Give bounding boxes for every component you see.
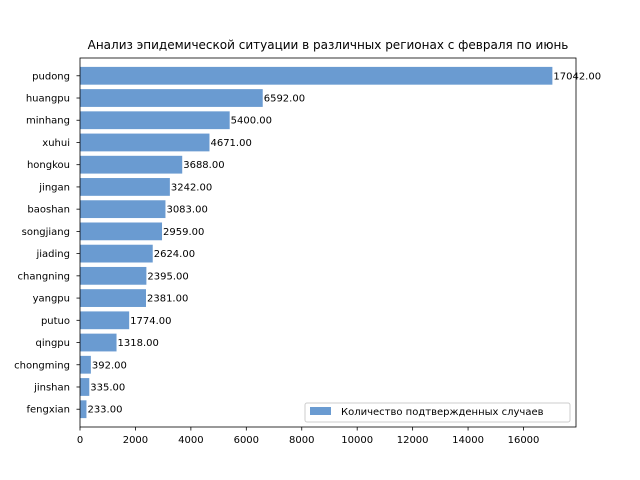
bar-changning	[80, 266, 147, 285]
x-tick-label: 2000	[123, 435, 148, 446]
bar-putuo	[80, 311, 130, 330]
plot-frame	[79, 57, 577, 428]
y-tick-label-songjiang: songjiang	[22, 227, 70, 238]
bar-value-label-yangpu: 2381.00	[147, 294, 188, 305]
y-tick-label-jiading: jiading	[36, 249, 71, 260]
y-tick-label-huangpu: huangpu	[26, 94, 70, 105]
legend-box	[304, 402, 571, 423]
bar-value-label-huangpu: 6592.00	[264, 94, 305, 105]
x-tick-label: 12000	[397, 435, 429, 446]
bar-hongkou	[80, 155, 183, 174]
bar-songjiang	[80, 222, 163, 241]
plot-area: 17042.00 pudong 6592.00 huangpu 5400.00 minha…	[14, 57, 601, 446]
y-tick-label-chongming: chongming	[14, 360, 70, 371]
bar-value-label-putuo: 1774.00	[130, 316, 171, 327]
bar-fengxian	[80, 400, 87, 419]
x-tick-label: 4000	[178, 435, 203, 446]
bar-yangpu	[80, 289, 146, 307]
y-tick-label-xuhui: xuhui	[42, 138, 70, 149]
bar-value-label-jiading: 2624.00	[154, 249, 195, 260]
legend-label: Количество подтвержденных случаев	[341, 407, 544, 418]
bar-pudong	[80, 66, 553, 85]
bar-baoshan	[80, 200, 166, 219]
y-tick-label-pudong: pudong	[32, 71, 70, 82]
bar-huangpu	[80, 89, 263, 107]
bar-value-label-jingan: 3242.00	[171, 182, 212, 193]
bar-value-label-jinshan: 335.00	[90, 382, 125, 393]
bar-value-label-xuhui: 4671.00	[210, 138, 251, 149]
y-tick-label-hongkou: hongkou	[27, 160, 70, 171]
y-tick-label-changning: changning	[18, 271, 70, 282]
x-tick-label: 6000	[234, 435, 259, 446]
bar-value-label-chongming: 392.00	[92, 360, 127, 371]
x-tick-label: 8000	[289, 435, 314, 446]
y-tick-label-putuo: putuo	[41, 316, 70, 327]
bar-jinshan	[80, 378, 90, 396]
x-tick-label: 0	[77, 435, 83, 446]
chart-title: Анализ эпидемической ситуации в различны…	[88, 38, 569, 52]
y-tick-label-yangpu: yangpu	[33, 294, 70, 305]
x-tick-label: 10000	[341, 435, 373, 446]
y-tick-label-fengxian: fengxian	[26, 405, 70, 416]
bar-value-label-qingpu: 1318.00	[118, 338, 159, 349]
y-tick-label-minhang: minhang	[26, 116, 70, 127]
y-tick-label-jinshan: jinshan	[33, 382, 70, 393]
y-tick-label-qingpu: qingpu	[36, 338, 71, 349]
bar-qingpu	[80, 333, 117, 352]
y-tick-label-baoshan: baoshan	[27, 205, 70, 216]
x-tick-label: 14000	[452, 435, 484, 446]
bar-chongming	[80, 355, 91, 374]
bar-value-label-pudong: 17042.00	[553, 71, 601, 82]
legend-swatch	[310, 407, 331, 415]
bar-value-label-minhang: 5400.00	[231, 116, 272, 127]
bar-jiading	[80, 244, 153, 263]
bar-value-label-fengxian: 233.00	[87, 405, 122, 416]
bar-xuhui	[80, 133, 210, 152]
bar-jingan	[80, 178, 170, 196]
bar-value-label-baoshan: 3083.00	[166, 205, 207, 216]
bar-value-label-changning: 2395.00	[147, 271, 188, 282]
x-tick-label: 16000	[508, 435, 540, 446]
bar-minhang	[80, 111, 230, 130]
legend: Количество подтвержденных случаев	[304, 402, 571, 423]
bar-value-label-hongkou: 3688.00	[183, 160, 224, 171]
y-tick-label-jingan: jingan	[38, 182, 70, 193]
bar-value-label-songjiang: 2959.00	[163, 227, 204, 238]
